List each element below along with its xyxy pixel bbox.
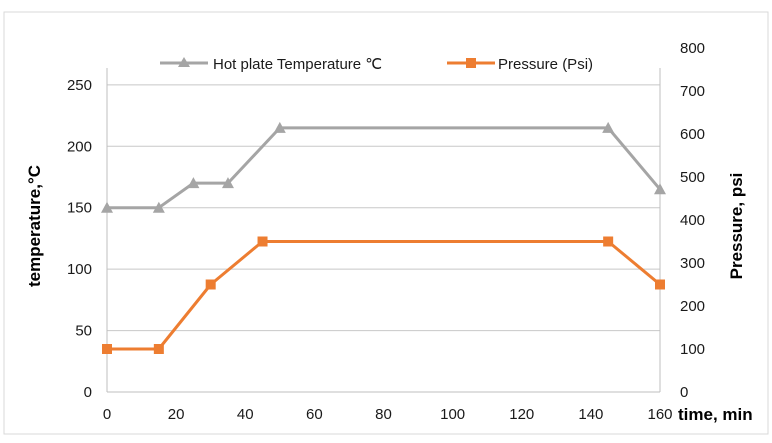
y-right-tick-label: 400: [680, 212, 705, 229]
pressure-data-point: [102, 344, 112, 354]
temperature-data-point: [654, 183, 666, 195]
chart-border: [3, 11, 769, 435]
gridlines: [107, 84, 660, 332]
y-right-tick-label: 600: [680, 126, 705, 143]
x-tick-label: 60: [306, 406, 323, 423]
x-tick-label: 120: [509, 406, 534, 423]
x-tick-label: 40: [237, 406, 254, 423]
temperature-data-point: [152, 201, 165, 213]
legend: Hot plate Temperature ℃ Pressure (Psi): [160, 56, 593, 73]
pressure-data-point: [153, 344, 164, 354]
temperature-data-point: [101, 201, 113, 213]
legend-item-temperature: Hot plate Temperature ℃: [160, 56, 382, 73]
y-right-tick-label: 700: [680, 83, 705, 100]
pressure-data-point: [655, 279, 665, 290]
x-tick-label: 100: [440, 406, 465, 423]
x-axis-title: time, min: [678, 405, 753, 424]
y-left-tick-label: 200: [67, 138, 92, 155]
pressure-data-point: [205, 279, 216, 290]
x-tick-label: 160: [647, 406, 672, 423]
y-right-tick-label: 300: [680, 255, 705, 272]
y-left-tick-label: 0: [84, 384, 92, 401]
x-tick-label: 140: [578, 406, 603, 423]
y-right-tick-label: 500: [680, 169, 705, 186]
legend-temperature-marker: [178, 57, 190, 67]
pressure-data-point: [603, 236, 614, 247]
y-left-tick-label: 150: [67, 200, 92, 217]
temperature-data-point: [602, 121, 615, 133]
y-left-tick-label: 100: [67, 261, 92, 278]
legend-pressure-marker: [466, 58, 476, 68]
legend-temperature-label: Hot plate Temperature ℃: [213, 56, 382, 73]
legend-item-pressure: Pressure (Psi): [447, 56, 593, 73]
axes: 0501001502002500100200300400500600700800…: [67, 40, 705, 423]
temperature-data-point: [273, 121, 286, 133]
y-left-tick-label: 250: [67, 77, 92, 94]
right-axis-title: Pressure, psi: [727, 173, 746, 280]
y-right-tick-label: 200: [680, 298, 705, 315]
y-left-tick-label: 50: [75, 323, 92, 340]
legend-pressure-label: Pressure (Psi): [498, 56, 593, 73]
temperature-data-point: [187, 177, 200, 189]
x-tick-label: 80: [375, 406, 392, 423]
temperature-data-point: [221, 177, 234, 189]
y-right-tick-label: 800: [680, 40, 705, 57]
y-right-tick-label: 0: [680, 384, 688, 401]
series-layer: [101, 121, 666, 354]
pressure-series-line: [107, 240, 661, 351]
y-right-tick-label: 100: [680, 341, 705, 358]
left-axis-title: temperature,°C: [25, 165, 44, 287]
pressure-data-point: [257, 236, 268, 247]
x-tick-label: 0: [103, 406, 111, 423]
x-tick-label: 20: [168, 406, 185, 423]
